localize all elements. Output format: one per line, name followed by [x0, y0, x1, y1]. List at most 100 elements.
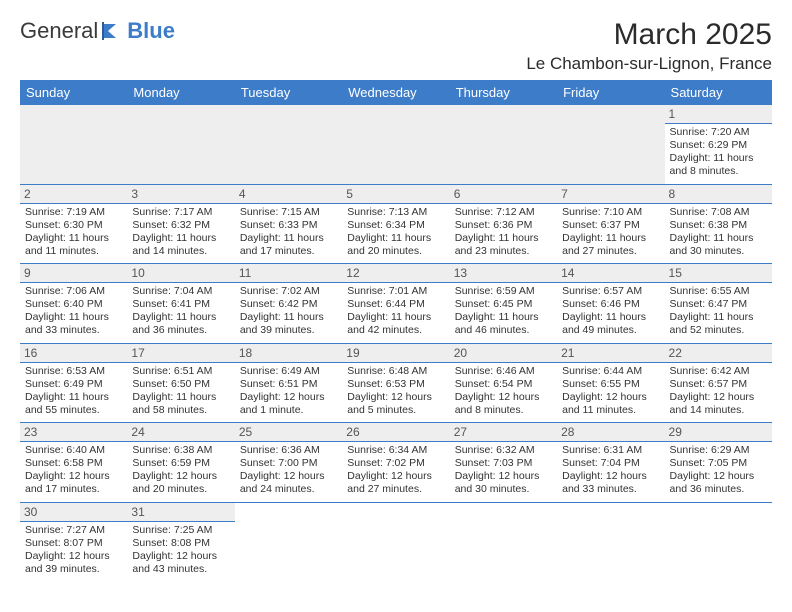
calendar-cell: 15 Sunrise: 6:55 AMSunset: 6:47 PMDayligh…: [665, 264, 772, 344]
calendar-row: 16 Sunrise: 6:53 AMSunset: 6:49 PMDayligh…: [20, 343, 772, 423]
month-title: March 2025: [526, 18, 772, 52]
day-number: 9: [20, 264, 127, 283]
day-number: 4: [235, 185, 342, 204]
day-info: Sunrise: 6:57 AMSunset: 6:46 PMDaylight:…: [562, 285, 659, 338]
calendar-cell: 23 Sunrise: 6:40 AMSunset: 6:58 PMDayligh…: [20, 423, 127, 503]
calendar-cell: 30Sunrise: 7:27 AMSunset: 8:07 PMDayligh…: [20, 502, 127, 581]
calendar-cell: 19 Sunrise: 6:48 AMSunset: 6:53 PMDayligh…: [342, 343, 449, 423]
day-number: 3: [127, 185, 234, 204]
calendar-cell: 21Sunrise: 6:44 AMSunset: 6:55 PMDayligh…: [557, 343, 664, 423]
calendar-row: 9 Sunrise: 7:06 AMSunset: 6:40 PMDaylight…: [20, 264, 772, 344]
day-number: 15: [665, 264, 772, 283]
day-info: Sunrise: 6:53 AMSunset: 6:49 PMDaylight:…: [25, 365, 122, 418]
page-header: General Blue March 2025 Le Chambon-sur-L…: [20, 18, 772, 74]
calendar-cell: 18Sunrise: 6:49 AMSunset: 6:51 PMDayligh…: [235, 343, 342, 423]
calendar-cell: 8 Sunrise: 7:08 AMSunset: 6:38 PMDaylight…: [665, 184, 772, 264]
day-number: 22: [665, 344, 772, 363]
weekday-header: Monday: [127, 80, 234, 105]
day-info: Sunrise: 7:25 AMSunset: 8:08 PMDaylight:…: [132, 524, 229, 577]
day-info: Sunrise: 7:10 AMSunset: 6:37 PMDaylight:…: [562, 206, 659, 259]
day-number: 1: [665, 105, 772, 124]
calendar-row: 23 Sunrise: 6:40 AMSunset: 6:58 PMDayligh…: [20, 423, 772, 503]
day-info: Sunrise: 6:31 AMSunset: 7:04 PMDaylight:…: [562, 444, 659, 497]
logo-flag-icon: [102, 22, 124, 40]
calendar-cell: 11 Sunrise: 7:02 AMSunset: 6:42 PMDayligh…: [235, 264, 342, 344]
day-info: Sunrise: 7:13 AMSunset: 6:34 PMDaylight:…: [347, 206, 444, 259]
calendar-cell-empty: [342, 105, 449, 184]
calendar-cell: 31 Sunrise: 7:25 AMSunset: 8:08 PMDayligh…: [127, 502, 234, 581]
calendar-cell: 26 Sunrise: 6:34 AMSunset: 7:02 PMDayligh…: [342, 423, 449, 503]
calendar-cell: 7Sunrise: 7:10 AMSunset: 6:37 PMDaylight…: [557, 184, 664, 264]
calendar-cell-empty: [557, 502, 664, 581]
weekday-header-row: SundayMondayTuesdayWednesdayThursdayFrid…: [20, 80, 772, 105]
day-number: 25: [235, 423, 342, 442]
calendar-row: 30Sunrise: 7:27 AMSunset: 8:07 PMDayligh…: [20, 502, 772, 581]
calendar-row: 1Sunrise: 7:20 AMSunset: 6:29 PMDaylight…: [20, 105, 772, 184]
day-number: 16: [20, 344, 127, 363]
calendar-cell-empty: [20, 105, 127, 184]
calendar-cell-empty: [557, 105, 664, 184]
day-info: Sunrise: 7:06 AMSunset: 6:40 PMDaylight:…: [25, 285, 122, 338]
weekday-header: Saturday: [665, 80, 772, 105]
day-info: Sunrise: 7:27 AMSunset: 8:07 PMDaylight:…: [25, 524, 122, 577]
calendar-cell: 25 Sunrise: 6:36 AMSunset: 7:00 PMDayligh…: [235, 423, 342, 503]
day-number: 26: [342, 423, 449, 442]
calendar-cell: 29Sunrise: 6:29 AMSunset: 7:05 PMDayligh…: [665, 423, 772, 503]
day-info: Sunrise: 6:59 AMSunset: 6:45 PMDaylight:…: [455, 285, 552, 338]
calendar-cell-empty: [127, 105, 234, 184]
calendar-cell: 28 Sunrise: 6:31 AMSunset: 7:04 PMDayligh…: [557, 423, 664, 503]
calendar-cell: 9 Sunrise: 7:06 AMSunset: 6:40 PMDaylight…: [20, 264, 127, 344]
weekday-header: Tuesday: [235, 80, 342, 105]
calendar-cell: 14Sunrise: 6:57 AMSunset: 6:46 PMDayligh…: [557, 264, 664, 344]
day-number: 27: [450, 423, 557, 442]
day-info: Sunrise: 7:02 AMSunset: 6:42 PMDaylight:…: [240, 285, 337, 338]
day-info: Sunrise: 6:42 AMSunset: 6:57 PMDaylight:…: [670, 365, 767, 418]
day-info: Sunrise: 6:48 AMSunset: 6:53 PMDaylight:…: [347, 365, 444, 418]
day-number: 31: [127, 503, 234, 522]
calendar-cell: 3 Sunrise: 7:17 AMSunset: 6:32 PMDaylight…: [127, 184, 234, 264]
calendar-row: 2 Sunrise: 7:19 AMSunset: 6:30 PMDaylight…: [20, 184, 772, 264]
day-number: 24: [127, 423, 234, 442]
day-number: 12: [342, 264, 449, 283]
calendar-cell: 27Sunrise: 6:32 AMSunset: 7:03 PMDayligh…: [450, 423, 557, 503]
calendar-cell: 16 Sunrise: 6:53 AMSunset: 6:49 PMDayligh…: [20, 343, 127, 423]
day-info: Sunrise: 6:34 AMSunset: 7:02 PMDaylight:…: [347, 444, 444, 497]
calendar-cell: 1Sunrise: 7:20 AMSunset: 6:29 PMDaylight…: [665, 105, 772, 184]
calendar-cell-empty: [665, 502, 772, 581]
calendar-cell: 5Sunrise: 7:13 AMSunset: 6:34 PMDaylight…: [342, 184, 449, 264]
day-info: Sunrise: 7:08 AMSunset: 6:38 PMDaylight:…: [670, 206, 767, 259]
calendar-cell: 24 Sunrise: 6:38 AMSunset: 6:59 PMDayligh…: [127, 423, 234, 503]
calendar-table: SundayMondayTuesdayWednesdayThursdayFrid…: [20, 80, 772, 581]
day-number: 13: [450, 264, 557, 283]
day-number: 18: [235, 344, 342, 363]
calendar-cell: 6Sunrise: 7:12 AMSunset: 6:36 PMDaylight…: [450, 184, 557, 264]
day-number: 10: [127, 264, 234, 283]
day-info: Sunrise: 7:19 AMSunset: 6:30 PMDaylight:…: [25, 206, 122, 259]
day-number: 28: [557, 423, 664, 442]
weekday-header: Friday: [557, 80, 664, 105]
day-info: Sunrise: 6:40 AMSunset: 6:58 PMDaylight:…: [25, 444, 122, 497]
day-number: 2: [20, 185, 127, 204]
day-number: 29: [665, 423, 772, 442]
calendar-cell-empty: [235, 502, 342, 581]
calendar-cell: 22 Sunrise: 6:42 AMSunset: 6:57 PMDayligh…: [665, 343, 772, 423]
calendar-cell: 4 Sunrise: 7:15 AMSunset: 6:33 PMDaylight…: [235, 184, 342, 264]
day-info: Sunrise: 7:17 AMSunset: 6:32 PMDaylight:…: [132, 206, 229, 259]
day-number: 21: [557, 344, 664, 363]
day-info: Sunrise: 7:04 AMSunset: 6:41 PMDaylight:…: [132, 285, 229, 338]
brand-logo: General Blue: [20, 18, 175, 44]
day-info: Sunrise: 6:55 AMSunset: 6:47 PMDaylight:…: [670, 285, 767, 338]
day-info: Sunrise: 6:46 AMSunset: 6:54 PMDaylight:…: [455, 365, 552, 418]
day-number: 19: [342, 344, 449, 363]
day-number: 11: [235, 264, 342, 283]
day-info: Sunrise: 7:15 AMSunset: 6:33 PMDaylight:…: [240, 206, 337, 259]
day-number: 23: [20, 423, 127, 442]
brand-part2: Blue: [127, 18, 175, 44]
day-info: Sunrise: 6:36 AMSunset: 7:00 PMDaylight:…: [240, 444, 337, 497]
calendar-cell-empty: [450, 502, 557, 581]
weekday-header: Thursday: [450, 80, 557, 105]
day-number: 17: [127, 344, 234, 363]
day-number: 8: [665, 185, 772, 204]
day-number: 6: [450, 185, 557, 204]
day-info: Sunrise: 6:38 AMSunset: 6:59 PMDaylight:…: [132, 444, 229, 497]
